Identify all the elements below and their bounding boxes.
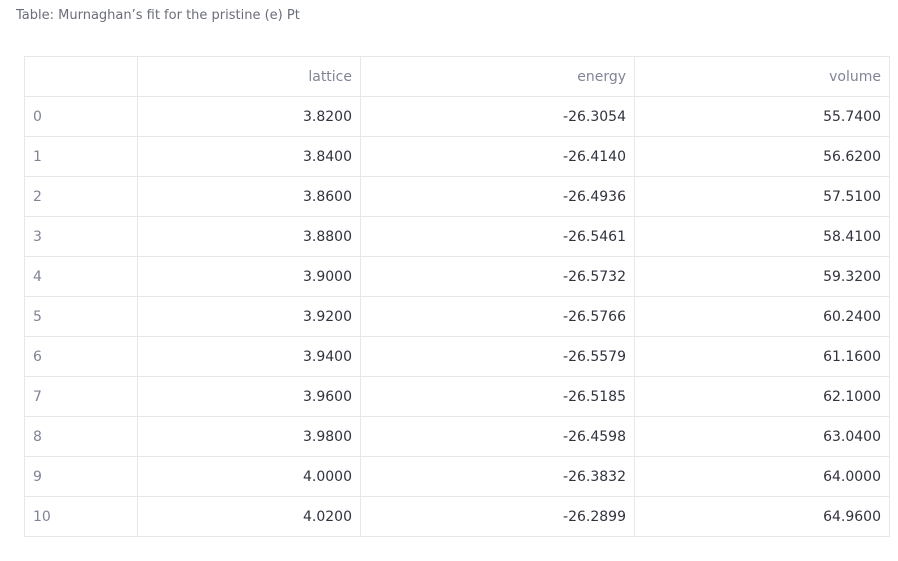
- cell-lattice[interactable]: 3.9000: [137, 256, 361, 297]
- header-index[interactable]: [24, 56, 138, 97]
- table-row: 7 3.9600 -26.5185 62.1000: [24, 376, 890, 417]
- cell-volume[interactable]: 63.0400: [634, 416, 890, 457]
- cell-volume[interactable]: 61.1600: [634, 336, 890, 377]
- cell-lattice[interactable]: 3.9800: [137, 416, 361, 457]
- cell-index[interactable]: 10: [24, 496, 138, 537]
- table-caption: Table: Murnaghan’s fit for the pristine …: [16, 8, 300, 23]
- cell-index[interactable]: 0: [24, 96, 138, 137]
- cell-index[interactable]: 8: [24, 416, 138, 457]
- cell-index[interactable]: 4: [24, 256, 138, 297]
- table-row: 9 4.0000 -26.3832 64.0000: [24, 456, 890, 497]
- cell-index[interactable]: 7: [24, 376, 138, 417]
- table-header-row: lattice energy volume: [24, 56, 890, 97]
- cell-energy[interactable]: -26.2899: [360, 496, 635, 537]
- cell-energy[interactable]: -26.3054: [360, 96, 635, 137]
- header-lattice[interactable]: lattice: [137, 56, 361, 97]
- cell-energy[interactable]: -26.5579: [360, 336, 635, 377]
- cell-energy[interactable]: -26.5461: [360, 216, 635, 257]
- cell-lattice[interactable]: 4.0000: [137, 456, 361, 497]
- cell-energy[interactable]: -26.4936: [360, 176, 635, 217]
- cell-volume[interactable]: 60.2400: [634, 296, 890, 337]
- cell-energy[interactable]: -26.4140: [360, 136, 635, 177]
- cell-energy[interactable]: -26.3832: [360, 456, 635, 497]
- header-volume[interactable]: volume: [634, 56, 890, 97]
- cell-energy[interactable]: -26.5185: [360, 376, 635, 417]
- cell-volume[interactable]: 58.4100: [634, 216, 890, 257]
- cell-volume[interactable]: 56.6200: [634, 136, 890, 177]
- cell-lattice[interactable]: 3.8200: [137, 96, 361, 137]
- cell-lattice[interactable]: 3.9400: [137, 336, 361, 377]
- cell-volume[interactable]: 64.9600: [634, 496, 890, 537]
- cell-volume[interactable]: 57.5100: [634, 176, 890, 217]
- table-row: 5 3.9200 -26.5766 60.2400: [24, 296, 890, 337]
- cell-energy[interactable]: -26.5766: [360, 296, 635, 337]
- cell-index[interactable]: 5: [24, 296, 138, 337]
- cell-index[interactable]: 1: [24, 136, 138, 177]
- cell-lattice[interactable]: 4.0200: [137, 496, 361, 537]
- cell-volume[interactable]: 64.0000: [634, 456, 890, 497]
- cell-volume[interactable]: 55.7400: [634, 96, 890, 137]
- cell-lattice[interactable]: 3.8600: [137, 176, 361, 217]
- cell-volume[interactable]: 62.1000: [634, 376, 890, 417]
- table-row: 3 3.8800 -26.5461 58.4100: [24, 216, 890, 257]
- table-row: 10 4.0200 -26.2899 64.9600: [24, 496, 890, 537]
- cell-energy[interactable]: -26.4598: [360, 416, 635, 457]
- table-row: 6 3.9400 -26.5579 61.1600: [24, 336, 890, 377]
- header-energy[interactable]: energy: [360, 56, 635, 97]
- cell-lattice[interactable]: 3.9200: [137, 296, 361, 337]
- cell-lattice[interactable]: 3.9600: [137, 376, 361, 417]
- table-row: 0 3.8200 -26.3054 55.7400: [24, 96, 890, 137]
- table-row: 1 3.8400 -26.4140 56.6200: [24, 136, 890, 177]
- cell-index[interactable]: 3: [24, 216, 138, 257]
- cell-index[interactable]: 6: [24, 336, 138, 377]
- cell-index[interactable]: 9: [24, 456, 138, 497]
- data-table: lattice energy volume 0 3.8200 -26.3054 55.…: [24, 56, 890, 537]
- table-row: 4 3.9000 -26.5732 59.3200: [24, 256, 890, 297]
- cell-index[interactable]: 2: [24, 176, 138, 217]
- data-table-container[interactable]: lattice energy volume 0 3.8200 -26.3054 55.…: [24, 56, 890, 537]
- cell-lattice[interactable]: 3.8800: [137, 216, 361, 257]
- table-row: 8 3.9800 -26.4598 63.0400: [24, 416, 890, 457]
- cell-energy[interactable]: -26.5732: [360, 256, 635, 297]
- table-row: 2 3.8600 -26.4936 57.5100: [24, 176, 890, 217]
- cell-volume[interactable]: 59.3200: [634, 256, 890, 297]
- cell-lattice[interactable]: 3.8400: [137, 136, 361, 177]
